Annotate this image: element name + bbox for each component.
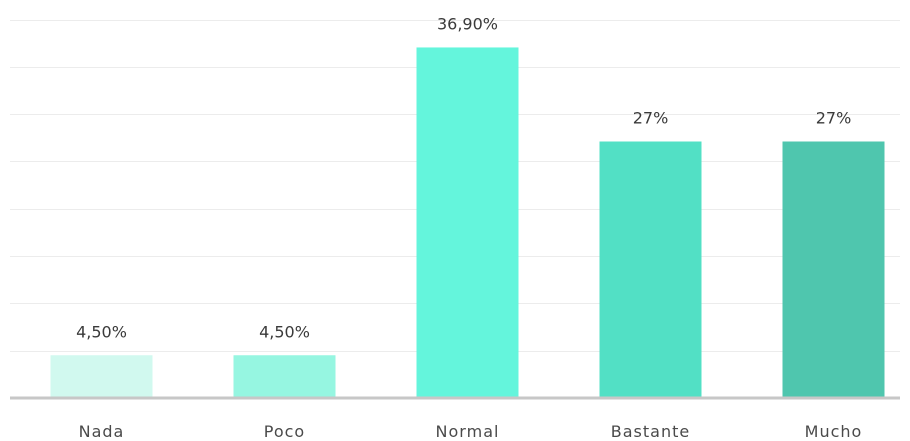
bar-bastante <box>600 142 702 399</box>
x-tick-label-normal: Normal <box>436 422 500 441</box>
x-tick-label-mucho: Mucho <box>805 422 863 441</box>
bar-poco <box>234 355 336 398</box>
x-tick-label-bastante: Bastante <box>611 422 690 441</box>
data-label-poco: 4,50% <box>259 322 310 341</box>
data-label-normal: 36,90% <box>437 14 498 33</box>
data-label-mucho: 27% <box>816 109 852 128</box>
x-tick-label-poco: Poco <box>264 422 305 441</box>
bar-nada <box>51 355 153 398</box>
data-label-bastante: 27% <box>633 109 669 128</box>
bars <box>51 47 885 398</box>
data-label-nada: 4,50% <box>76 322 127 341</box>
x-tick-labels: Nada Poco Normal Bastante Mucho <box>79 422 863 441</box>
bar-mucho <box>783 142 885 399</box>
x-tick-label-nada: Nada <box>79 422 125 441</box>
bar-normal <box>417 47 519 398</box>
